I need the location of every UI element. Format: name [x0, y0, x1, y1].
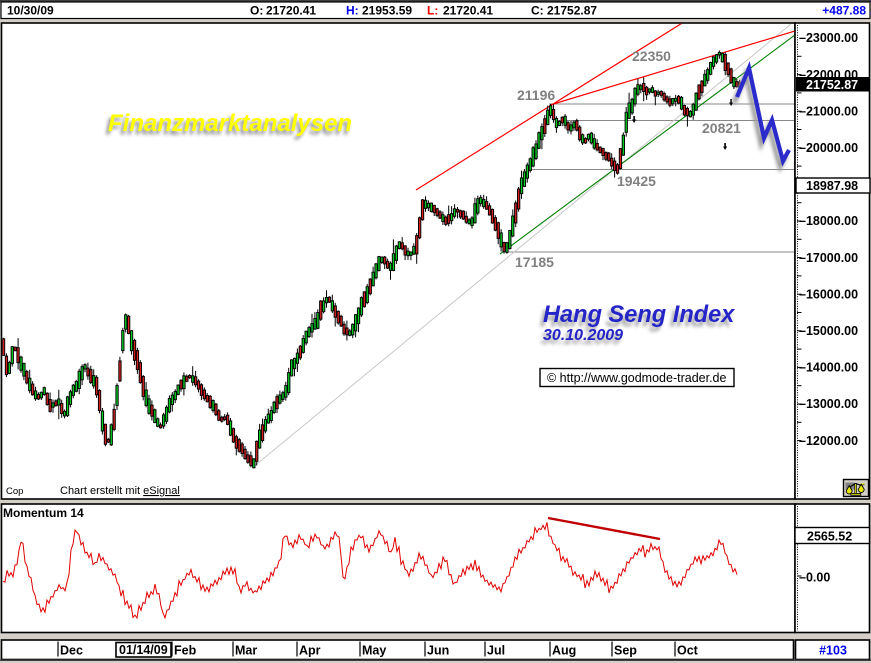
svg-text:21720.41: 21720.41 [443, 4, 493, 18]
svg-text:Jul: Jul [487, 644, 505, 658]
svg-text:20821: 20821 [702, 120, 741, 136]
svg-text:30.10.2009: 30.10.2009 [541, 331, 621, 348]
svg-text:–21000.00: –21000.00 [799, 104, 858, 118]
svg-text:10/30/09: 10/30/09 [7, 4, 54, 18]
svg-text:21196: 21196 [517, 87, 555, 103]
svg-text:–18000.00: –18000.00 [799, 214, 858, 228]
svg-text:C:: C: [531, 4, 544, 18]
svg-text:Chart erstellt mit eSignal: Chart erstellt mit eSignal [60, 485, 180, 497]
svg-text:Momentum 14: Momentum 14 [3, 506, 84, 520]
svg-text:–20000.00: –20000.00 [799, 141, 858, 155]
svg-text:2565.52: 2565.52 [807, 530, 852, 544]
svg-text:Dec: Dec [60, 644, 83, 658]
svg-text:Mar: Mar [235, 644, 257, 658]
svg-text:–14000.00: –14000.00 [799, 361, 858, 375]
svg-text:L:: L: [427, 4, 438, 18]
svg-text:–0.00: –0.00 [799, 571, 830, 585]
svg-text:–12000.00: –12000.00 [799, 434, 858, 448]
svg-text:19425: 19425 [617, 173, 656, 189]
svg-text:–16000.00: –16000.00 [799, 287, 858, 301]
svg-text:17185: 17185 [515, 254, 554, 270]
svg-text:Apr: Apr [299, 644, 321, 658]
svg-text:30.10.2009: 30.10.2009 [543, 327, 623, 344]
svg-text:Oct: Oct [677, 644, 699, 658]
svg-text:© http://www.godmode-trader.de: © http://www.godmode-trader.de [547, 371, 726, 385]
svg-text:–23000.00: –23000.00 [799, 31, 858, 45]
svg-text:O:: O: [250, 4, 263, 18]
svg-text:#103: #103 [819, 644, 847, 658]
svg-text:21953.59: 21953.59 [362, 4, 412, 18]
svg-text:+487.88: +487.88 [822, 4, 866, 18]
svg-text:22350: 22350 [632, 48, 671, 64]
svg-text:Hang Seng Index: Hang Seng Index [543, 302, 735, 328]
svg-text:H:: H: [346, 4, 359, 18]
svg-text:Cop: Cop [6, 486, 23, 497]
svg-text:Jun: Jun [427, 644, 449, 658]
svg-text:21720.41: 21720.41 [266, 4, 316, 18]
svg-text:01/14/09: 01/14/09 [119, 643, 168, 657]
svg-text:21752.87: 21752.87 [806, 78, 858, 92]
svg-text:Hang Seng Index: Hang Seng Index [540, 307, 732, 333]
svg-text:Finanzmarktanalysen: Finanzmarktanalysen [106, 114, 350, 141]
svg-text:Sep: Sep [614, 644, 637, 658]
svg-text:Feb: Feb [174, 644, 197, 658]
svg-text:–15000.00: –15000.00 [799, 324, 858, 338]
svg-text:21752.87: 21752.87 [547, 4, 597, 18]
svg-text:–17000.00: –17000.00 [799, 251, 858, 265]
svg-text:Aug: Aug [552, 644, 576, 658]
svg-text:Finanzmarktanalysen: Finanzmarktanalysen [108, 110, 352, 137]
svg-text:–13000.00: –13000.00 [799, 397, 858, 411]
svg-text:18987.98: 18987.98 [806, 179, 858, 193]
svg-text:May: May [362, 644, 386, 658]
